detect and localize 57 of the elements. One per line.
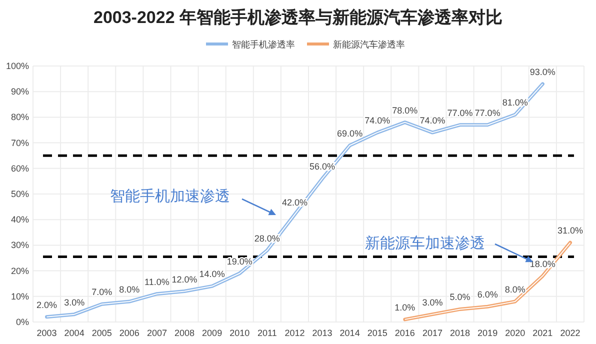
y-tick-label: 30% bbox=[10, 240, 29, 250]
data-label: 7.0% bbox=[92, 287, 112, 298]
y-tick-label: 40% bbox=[10, 214, 29, 225]
x-tick-label: 2017 bbox=[422, 328, 442, 338]
data-label: 77.0% bbox=[474, 108, 500, 118]
legend-label: 新能源汽车渗透率 bbox=[333, 40, 405, 50]
data-label: 93.0% bbox=[530, 66, 556, 77]
data-label: 8.0% bbox=[504, 284, 526, 295]
x-tick-label: 2009 bbox=[202, 328, 222, 338]
data-label: 3.0% bbox=[64, 297, 85, 308]
data-label: 2.0% bbox=[36, 300, 58, 310]
data-label: 3.0% bbox=[422, 297, 443, 308]
y-tick-label: 100% bbox=[6, 61, 29, 71]
data-label: 77.0% bbox=[447, 108, 473, 118]
data-label: 12.0% bbox=[172, 274, 198, 284]
y-tick-label: 80% bbox=[10, 112, 29, 122]
data-label: 11.0% bbox=[144, 276, 170, 287]
annotation: 智能手机加速渗透 bbox=[110, 188, 230, 205]
data-label: 8.0% bbox=[119, 284, 140, 295]
y-tick-label: 50% bbox=[10, 189, 29, 199]
x-tick-label: 2018 bbox=[450, 328, 470, 338]
x-tick-label: 2007 bbox=[146, 328, 167, 338]
annotation: 新能源车加速渗透 bbox=[365, 235, 485, 252]
x-tick-label: 2015 bbox=[367, 328, 388, 338]
x-tick-label: 2014 bbox=[340, 328, 360, 338]
x-tick-label: 2019 bbox=[478, 328, 498, 338]
data-label: 31.0% bbox=[557, 226, 583, 236]
x-tick-label: 2003 bbox=[36, 328, 57, 338]
data-label: 78.0% bbox=[392, 105, 418, 116]
data-label: 14.0% bbox=[199, 269, 225, 280]
x-tick-label: 2012 bbox=[284, 328, 305, 338]
chart-title: 2003-2022 年智能手机渗透率与新能源汽车渗透率对比 bbox=[93, 8, 503, 27]
x-tick-label: 2008 bbox=[174, 328, 195, 338]
legend-label: 智能手机渗透率 bbox=[232, 40, 295, 50]
data-label: 5.0% bbox=[450, 292, 470, 302]
data-label: 74.0% bbox=[364, 116, 390, 126]
y-tick-label: 70% bbox=[10, 138, 29, 148]
data-label: 1.0% bbox=[394, 302, 416, 312]
data-label: 74.0% bbox=[420, 116, 446, 126]
x-tick-label: 2013 bbox=[312, 328, 332, 338]
y-tick-label: 20% bbox=[10, 266, 29, 276]
y-tick-label: 60% bbox=[10, 163, 29, 174]
y-tick-label: 0% bbox=[16, 317, 29, 327]
x-tick-label: 2004 bbox=[64, 328, 84, 338]
data-label: 19.0% bbox=[226, 256, 252, 266]
x-tick-label: 2006 bbox=[119, 328, 140, 338]
x-tick-label: 2005 bbox=[92, 328, 112, 338]
y-tick-label: 10% bbox=[10, 291, 29, 302]
x-tick-label: 2021 bbox=[532, 328, 553, 338]
x-tick-label: 2022 bbox=[560, 328, 580, 338]
data-label: 69.0% bbox=[337, 128, 363, 138]
x-tick-label: 2010 bbox=[230, 328, 250, 338]
y-tick-label: 90% bbox=[10, 86, 29, 97]
x-tick-label: 2011 bbox=[257, 328, 277, 338]
data-label: 6.0% bbox=[477, 290, 498, 300]
x-tick-label: 2016 bbox=[394, 328, 415, 338]
x-tick-label: 2020 bbox=[505, 328, 526, 338]
